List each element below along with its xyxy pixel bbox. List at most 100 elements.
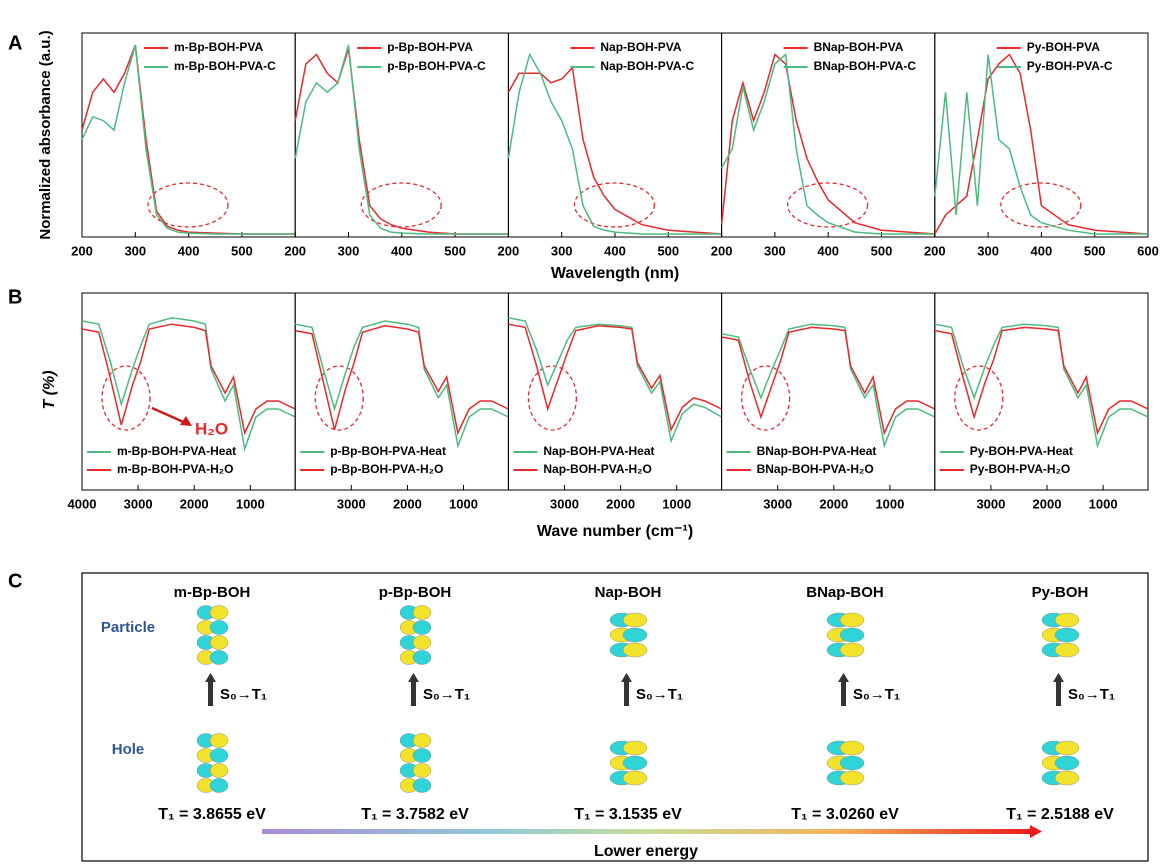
legend-label: Nap-BOH-PVA-H₂O [543, 462, 651, 476]
orbital-lobe [622, 740, 648, 756]
orbital-lobe [209, 778, 229, 793]
series-line [721, 323, 936, 449]
x-axis-title: Wave number (cm⁻¹) [537, 523, 693, 540]
x-tick-label: 3000 [976, 496, 1005, 511]
x-tick-label: 600 [1137, 243, 1159, 258]
legend-label: m-Bp-BOH-PVA [174, 40, 263, 54]
legend-label: m-Bp-BOH-PVA-H₂O [117, 462, 233, 476]
orbital-lobe [839, 755, 865, 771]
orbital-lobe [1054, 740, 1080, 756]
legend-label: BNap-BOH-PVA-C [814, 59, 917, 73]
series-line [81, 317, 296, 452]
row-label: Hole [112, 741, 145, 758]
energy-arrow [262, 829, 1030, 834]
x-tick-label: 400 [1031, 243, 1053, 258]
highlight-ellipse [786, 182, 869, 228]
panel-c-frame [81, 572, 1149, 862]
x-tick-label: 400 [391, 243, 413, 258]
legend-label: Py-BOH-PVA [1027, 40, 1100, 54]
x-tick-label: 200 [498, 243, 520, 258]
plot-frame [294, 292, 509, 491]
x-tick-label: 400 [604, 243, 626, 258]
orbital-lobe [209, 635, 229, 650]
annotation-arrow [151, 406, 189, 426]
legend-label: p-Bp-BOH-PVA-Heat [330, 444, 446, 458]
legend-label: Nap-BOH-PVA [600, 40, 681, 54]
panel-label: A [8, 32, 22, 54]
x-tick-label: 300 [977, 243, 999, 258]
x-tick-label: 1000 [875, 496, 904, 511]
molecule-name: Py-BOH [1032, 584, 1089, 601]
plot-frame [934, 292, 1149, 491]
x-tick-label: 3000 [124, 496, 153, 511]
x-tick-label: 2000 [393, 496, 422, 511]
arrowhead [205, 673, 216, 682]
annotation: H₂O [195, 419, 228, 438]
x-tick-label: 1000 [236, 496, 265, 511]
orbital-lobe [622, 770, 648, 786]
orbital-lobe [839, 642, 865, 658]
highlight-ellipse [314, 365, 364, 431]
x-tick-label: 300 [124, 243, 146, 258]
orbital-lobe [839, 627, 865, 643]
row-label: Particle [101, 619, 155, 636]
x-tick-label: 4000 [68, 496, 97, 511]
legend-label: BNap-BOH-PVA [814, 40, 904, 54]
orbital-lobe [209, 650, 229, 665]
energy-label: T₁ = 3.7582 eV [361, 806, 469, 823]
highlight-ellipse [101, 365, 151, 431]
series-line [81, 44, 296, 235]
transition-arrow [624, 680, 629, 706]
x-tick-label: 500 [657, 243, 679, 258]
energy-label: T₁ = 2.5188 eV [1006, 806, 1114, 823]
x-tick-label: 400 [178, 243, 200, 258]
x-tick-label: 200 [71, 243, 93, 258]
orbital-lobe [1054, 612, 1080, 628]
orbital-lobe [1054, 755, 1080, 771]
legend-label: p-Bp-BOH-PVA-H₂O [330, 462, 443, 476]
legend-label: Py-BOH-PVA-C [1027, 59, 1113, 73]
x-tick-label: 200 [711, 243, 733, 258]
orbital-lobe [209, 763, 229, 778]
highlight-ellipse [360, 182, 442, 228]
arrowhead [408, 673, 419, 682]
x-tick-label: 3000 [337, 496, 366, 511]
highlight-ellipse [954, 365, 1004, 431]
arrowhead [180, 416, 192, 426]
x-tick-label: 2000 [606, 496, 635, 511]
orbital-lobe [622, 612, 648, 628]
x-tick-label: 300 [338, 243, 360, 258]
arrowhead [621, 673, 632, 682]
plot-frame [507, 292, 723, 491]
x-tick-label: 1000 [1089, 496, 1118, 511]
molecule-name: m-Bp-BOH [174, 584, 251, 601]
arrowhead [1053, 673, 1064, 682]
molecule-name: BNap-BOH [806, 584, 884, 601]
series-line [934, 53, 1149, 235]
orbital-lobe [412, 748, 432, 763]
series-line [507, 66, 722, 235]
molecule-name: p-Bp-BOH [379, 584, 451, 601]
transition-arrow [841, 680, 846, 706]
arrow-label: Lower energy [594, 843, 698, 860]
orbital-lobe [839, 770, 865, 786]
series-line [508, 317, 722, 444]
highlight-ellipse [147, 182, 229, 228]
panel-label: C [8, 570, 22, 592]
orbital-lobe [209, 620, 229, 635]
orbital-lobe [622, 755, 648, 771]
molecule-name: Nap-BOH [595, 584, 662, 601]
x-tick-label: 200 [924, 243, 946, 258]
x-tick-label: 500 [871, 243, 893, 258]
arrowhead [838, 673, 849, 682]
orbital-lobe [412, 635, 432, 650]
series-line [934, 323, 1149, 449]
y-axis-title: T (%) [41, 370, 58, 409]
x-tick-label: 500 [1084, 243, 1106, 258]
transition-arrow [208, 680, 213, 706]
energy-label: T₁ = 3.8655 eV [158, 806, 266, 823]
energy-label: T₁ = 3.0260 eV [791, 806, 899, 823]
orbital-lobe [412, 763, 432, 778]
orbital-lobe [412, 605, 432, 620]
